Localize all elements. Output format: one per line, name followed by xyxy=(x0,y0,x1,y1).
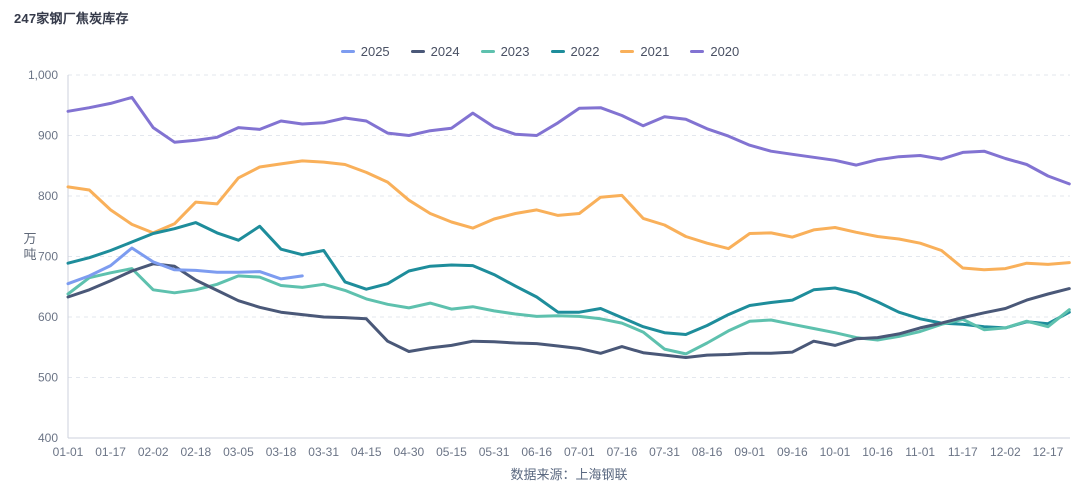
series-line-2020[interactable] xyxy=(66,95,1071,186)
legend-marker-2025 xyxy=(340,50,355,53)
data-source-note: 数据来源：上海钢联 xyxy=(510,467,628,482)
series-line-2025[interactable] xyxy=(66,246,304,286)
legend-item-2020[interactable]: 2020 xyxy=(690,44,739,59)
x-axis-tick-label: 08-16 xyxy=(692,445,723,459)
y-axis-title: 万吨 xyxy=(23,231,36,262)
legend-label: 2024 xyxy=(430,44,460,59)
series-line-2023[interactable] xyxy=(66,267,1071,356)
x-axis-tick-label: 12-17 xyxy=(1033,445,1064,459)
x-axis-tick-label: 11-01 xyxy=(905,445,935,459)
y-axis-tick-label: 400 xyxy=(38,431,58,445)
chart-legend: 2025 2024 2023 2022 2021 2020 xyxy=(0,44,1080,59)
x-axis-tick-label: 07-16 xyxy=(607,445,638,459)
legend-marker-2020 xyxy=(690,50,705,53)
x-axis-tick-label: 03-31 xyxy=(308,445,339,459)
x-axis-tick-label: 06-16 xyxy=(521,445,552,459)
legend-marker-2021 xyxy=(620,50,635,53)
y-axis-tick-label: 600 xyxy=(38,310,58,324)
legend-label: 2020 xyxy=(710,44,740,59)
x-axis-tick-label: 03-18 xyxy=(266,445,297,459)
x-axis-tick-label: 05-15 xyxy=(436,445,467,459)
x-axis-tick-label: 01-17 xyxy=(95,445,126,459)
x-axis-tick-label: 12-02 xyxy=(990,445,1021,459)
legend-item-2025[interactable]: 2025 xyxy=(340,44,390,59)
x-axis-tick-label: 05-31 xyxy=(479,445,510,459)
legend-marker-2024 xyxy=(410,50,425,53)
x-axis-tick-label: 03-05 xyxy=(223,445,254,459)
x-axis-tick-label: 09-16 xyxy=(777,445,808,459)
x-axis-tick-label: 01-01 xyxy=(53,445,84,459)
legend-label: 2025 xyxy=(360,44,390,59)
y-axis-tick-label: 800 xyxy=(38,189,58,203)
x-axis-tick-label: 11-17 xyxy=(948,445,978,459)
series-line-2022[interactable] xyxy=(66,221,1071,336)
legend-marker-2023 xyxy=(480,50,495,53)
legend-marker-2022 xyxy=(550,50,565,53)
x-axis-tick-label: 04-15 xyxy=(351,445,382,459)
legend-label: 2022 xyxy=(570,44,600,59)
x-axis-tick-label: 07-01 xyxy=(564,445,595,459)
x-axis-tick-label: 10-01 xyxy=(820,445,851,459)
x-axis-tick-label: 04-30 xyxy=(394,445,425,459)
x-axis-tick-label: 09-01 xyxy=(734,445,765,459)
x-axis-tick-label: 02-02 xyxy=(138,445,169,459)
y-axis-tick-label: 1,000 xyxy=(28,68,58,82)
y-axis-tick-label: 900 xyxy=(38,129,58,143)
legend-item-2023[interactable]: 2023 xyxy=(480,44,530,59)
x-axis-tick-label: 07-31 xyxy=(649,445,680,459)
legend-item-2021[interactable]: 2021 xyxy=(620,44,669,59)
chart-title: 247家钢厂焦炭库存 xyxy=(14,11,129,26)
series-line-2024[interactable] xyxy=(66,262,1071,359)
x-axis-tick-label: 02-18 xyxy=(180,445,211,459)
legend-label: 2023 xyxy=(500,44,530,59)
series-line-2021[interactable] xyxy=(66,159,1071,272)
legend-label: 2021 xyxy=(640,44,670,59)
legend-item-2022[interactable]: 2022 xyxy=(550,44,600,59)
legend-item-2024[interactable]: 2024 xyxy=(410,44,460,59)
y-axis-tick-label: 500 xyxy=(38,371,58,385)
y-axis-tick-label: 700 xyxy=(38,250,58,264)
x-axis-tick-label: 10-16 xyxy=(862,445,893,459)
